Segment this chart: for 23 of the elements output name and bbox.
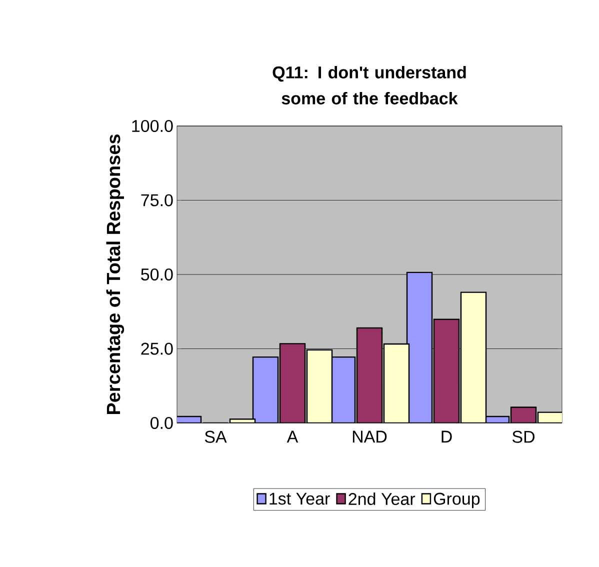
- y-tick-label: 50.0: [141, 268, 173, 281]
- bar: [407, 272, 432, 423]
- legend-label: Group: [434, 492, 480, 508]
- x-tick-label: SA: [204, 430, 227, 443]
- x-tick-label: NAD: [352, 430, 387, 442]
- x-tick-label: A: [286, 430, 298, 442]
- y-tick-label: 75.0: [141, 194, 173, 206]
- bar: [357, 328, 382, 423]
- bar: [384, 344, 409, 423]
- y-tick-label: 100.0: [132, 120, 173, 132]
- bar: [307, 350, 332, 423]
- x-tick-label: D: [442, 430, 452, 442]
- bar: [434, 319, 459, 423]
- x-tick-label: SD: [512, 430, 534, 443]
- chart-title: Q11: I don't understand some of the feedback: [272, 66, 466, 104]
- bar: [253, 357, 278, 423]
- legend-label: 1st Year: [270, 492, 330, 505]
- y-tick-label: 25.0: [141, 342, 173, 355]
- y-tick-label: 0.0: [150, 416, 173, 430]
- bar: [461, 292, 486, 423]
- bar: [280, 344, 306, 423]
- y-axis-title: Percentage of Total Responses: [106, 134, 124, 414]
- legend-label: 2nd Year: [348, 492, 416, 506]
